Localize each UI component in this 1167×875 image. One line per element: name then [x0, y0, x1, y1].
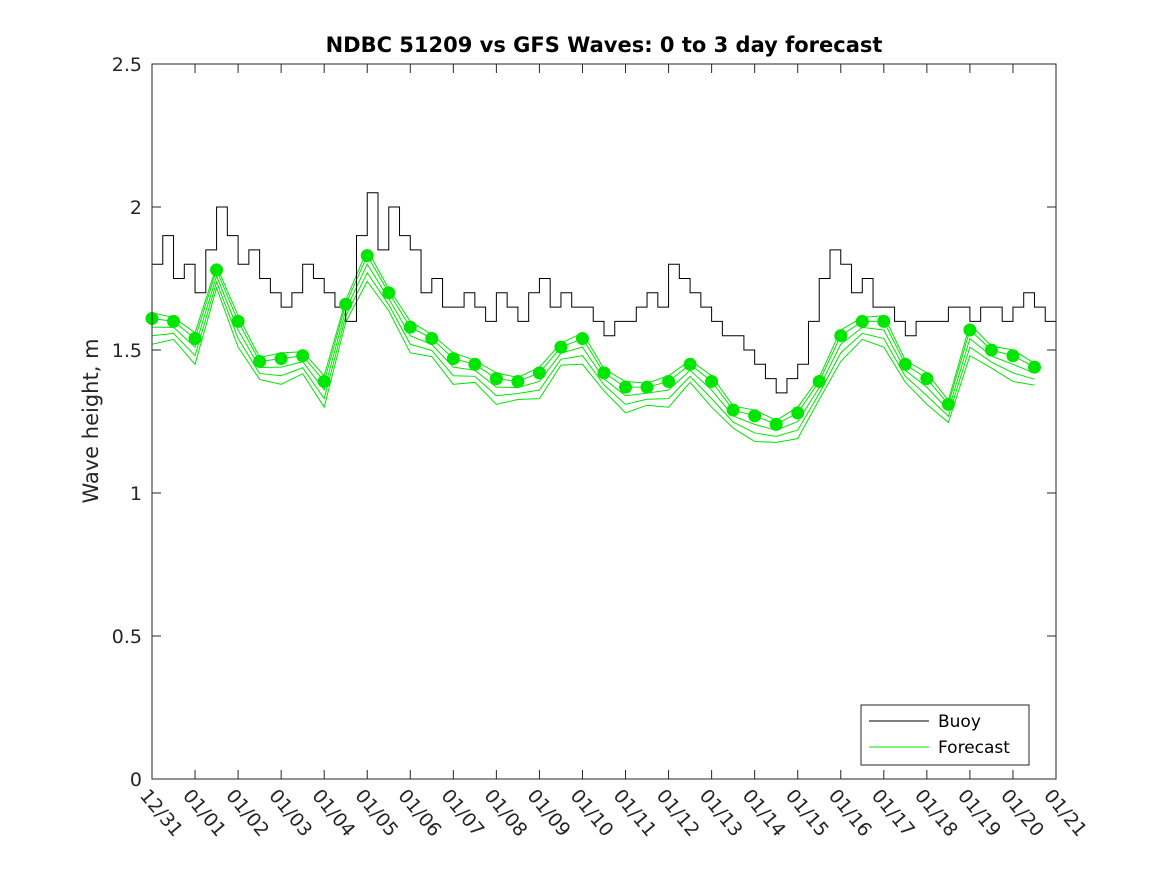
forecast-point — [877, 314, 891, 328]
y-tick-label: 2 — [130, 197, 142, 219]
forecast-point — [640, 380, 654, 394]
x-tick-label: 01/09 — [523, 785, 575, 841]
x-tick-label: 01/18 — [910, 785, 962, 841]
chart-title: NDBC 51209 vs GFS Waves: 0 to 3 day fore… — [326, 33, 883, 57]
x-tick-label: 01/19 — [953, 785, 1005, 841]
forecast-point — [834, 329, 848, 343]
y-tick-label: 1.5 — [112, 340, 142, 362]
x-tick-label: 01/10 — [566, 785, 618, 841]
forecast-point — [920, 372, 934, 386]
legend-forecast-label: Forecast — [938, 738, 1010, 758]
buoy-series-line — [152, 192, 1056, 394]
forecast-point — [898, 357, 912, 371]
forecast-point — [726, 403, 740, 417]
x-tick-label: 01/03 — [264, 785, 316, 841]
x-tick-label: 01/13 — [695, 785, 747, 841]
forecast-points — [145, 249, 1041, 431]
forecast-point — [769, 417, 783, 431]
y-tick-label: 2.5 — [112, 54, 142, 76]
y-tick-label: 0 — [130, 769, 142, 791]
y-tick-label: 1 — [130, 483, 142, 505]
forecast-point — [1027, 360, 1041, 374]
forecast-point — [662, 374, 676, 388]
forecast-point — [619, 380, 633, 394]
forecast-point — [253, 354, 267, 368]
forecast-point — [683, 357, 697, 371]
forecast-point — [317, 374, 331, 388]
forecast-point — [941, 397, 955, 411]
legend: Buoy Forecast — [860, 704, 1030, 766]
forecast-point — [210, 263, 224, 277]
forecast-point — [748, 409, 762, 423]
x-tick-label: 01/17 — [867, 785, 919, 841]
x-tick-label: 01/02 — [221, 785, 273, 841]
forecast-point — [167, 314, 181, 328]
forecast-point — [468, 357, 482, 371]
forecast-point — [1006, 349, 1020, 363]
x-tick-label: 01/04 — [307, 785, 359, 841]
forecast-point — [963, 323, 977, 337]
forecast-point — [984, 343, 998, 357]
y-tick-label: 0.5 — [112, 626, 142, 648]
forecast-point — [597, 366, 611, 380]
x-tick-label: 01/20 — [996, 785, 1048, 841]
forecast-point — [425, 332, 439, 346]
forecast-point — [812, 374, 826, 388]
forecast-point — [791, 406, 805, 420]
forecast-point — [489, 372, 503, 386]
forecast-member-line — [151, 271, 1035, 437]
forecast-point — [339, 297, 353, 311]
x-tick-label: 01/07 — [437, 785, 489, 841]
forecast-point — [188, 332, 202, 346]
forecast-point — [532, 366, 546, 380]
forecast-point — [446, 352, 460, 366]
x-tick-label: 12/31 — [135, 785, 187, 841]
y-axis-label: Wave height, m — [79, 338, 103, 503]
forecast-point — [274, 352, 288, 366]
x-tick-label: 01/14 — [738, 785, 790, 841]
legend-buoy-label: Buoy — [938, 712, 981, 732]
x-tick-label: 01/15 — [781, 785, 833, 841]
plot-area — [152, 64, 1056, 779]
forecast-point — [296, 349, 310, 363]
forecast-point — [382, 286, 396, 300]
forecast-member-line — [151, 280, 1035, 443]
x-tick-label: 01/05 — [350, 785, 402, 841]
x-tick-label: 01/06 — [393, 785, 445, 841]
forecast-point — [855, 314, 869, 328]
legend-box — [860, 704, 1030, 766]
plot-frame — [151, 63, 1057, 780]
forecast-point — [360, 249, 374, 263]
x-tick-label: 01/11 — [609, 785, 661, 841]
forecast-point — [511, 374, 525, 388]
y-axis: 0 0.5 1 1.5 2 2.5 — [112, 54, 1056, 791]
x-tick-label: 01/01 — [178, 785, 230, 841]
x-tick-label: 01/21 — [1039, 785, 1091, 841]
forecast-point — [554, 340, 568, 354]
x-tick-label: 01/16 — [824, 785, 876, 841]
x-tick-label: 01/08 — [480, 785, 532, 841]
forecast-member-line — [151, 263, 1035, 431]
x-tick-label: 01/12 — [652, 785, 704, 841]
forecast-point — [705, 374, 719, 388]
forecast-point — [575, 332, 589, 346]
forecast-point — [231, 314, 245, 328]
forecast-point — [403, 320, 417, 334]
